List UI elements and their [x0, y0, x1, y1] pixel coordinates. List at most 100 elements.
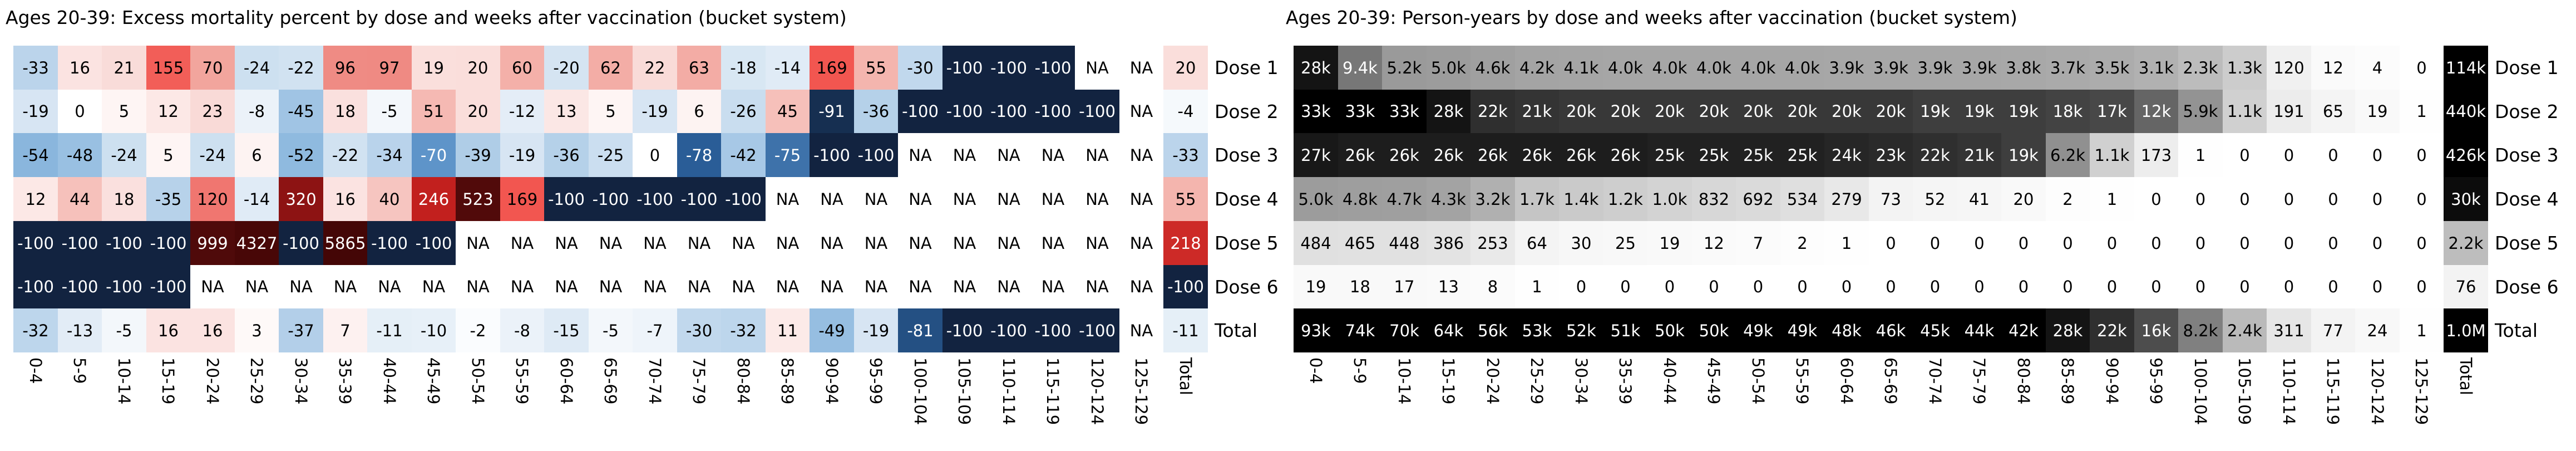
heatmap-cell: NA [810, 177, 854, 221]
heatmap-cell: NA [456, 265, 500, 308]
heatmap-cell: 49k [1780, 308, 1824, 352]
heatmap-cell: NA [721, 265, 766, 308]
heatmap-cell: 56k [1470, 308, 1515, 352]
x-axis-label: 120-124 [2368, 357, 2387, 425]
heatmap-cell: -14 [766, 46, 810, 90]
heatmap-cell: 0 [2223, 265, 2267, 308]
heatmap-cell: 4.0k [1736, 46, 1780, 90]
heatmap-cell: 21k [1957, 133, 2001, 177]
heatmap-cell: -39 [456, 133, 500, 177]
heatmap-cell: -100 [367, 221, 412, 265]
heatmap-cell: 93k [1294, 308, 1338, 352]
heatmap-cell: NA [500, 265, 544, 308]
heatmap-cell: 24k [1824, 133, 1869, 177]
heatmap-cell: 0 [2400, 133, 2444, 177]
heatmap-cell: -81 [898, 308, 942, 352]
heatmap-cell: 0 [2090, 265, 2134, 308]
heatmap-cell: 52k [1559, 308, 1603, 352]
heatmap-cell: -19 [500, 133, 544, 177]
heatmap-cell: 25k [1647, 133, 1692, 177]
heatmap-cell: -32 [721, 308, 766, 352]
heatmap-cell: 0 [2400, 46, 2444, 90]
heatmap-cell: -8 [500, 308, 544, 352]
heatmap-cell: 16 [323, 177, 367, 221]
heatmap-cell: -52 [279, 133, 323, 177]
heatmap-cell: -12 [500, 90, 544, 133]
heatmap-cell: 999 [190, 221, 235, 265]
x-axis-label: 75-79 [1970, 357, 1988, 405]
heatmap-cell: 8 [1470, 265, 1515, 308]
heatmap-cell: 0 [2223, 133, 2267, 177]
heatmap-cell: 6 [235, 133, 279, 177]
heatmap-cell: NA [942, 221, 986, 265]
heatmap-cell: 19 [2355, 90, 2400, 133]
heatmap-cell: NA [1119, 177, 1163, 221]
x-axis-label: 50-54 [1749, 357, 1768, 405]
heatmap-cell: NA [898, 265, 942, 308]
heatmap-cell: -100 [942, 90, 986, 133]
heatmap-cell: 50k [1647, 308, 1692, 352]
heatmap-cell: 25 [1603, 221, 1647, 265]
heatmap-cell: 0 [2400, 177, 2444, 221]
heatmap-cell: -34 [367, 133, 412, 177]
heatmap-cell: 64 [1515, 221, 1559, 265]
heatmap-cell: 484 [1294, 221, 1338, 265]
heatmap-cell: 0 [1913, 265, 1957, 308]
heatmap-cell: 53k [1515, 308, 1559, 352]
x-axis-label: 110-114 [999, 357, 1018, 425]
heatmap-cell: 33k [1338, 90, 1382, 133]
heatmap-cell: 4.0k [1692, 46, 1736, 90]
heatmap-cell: 45 [766, 90, 810, 133]
heatmap-cell: -15 [544, 308, 589, 352]
heatmap-cell: 26k [1603, 133, 1647, 177]
heatmap-cell: 18 [1338, 265, 1382, 308]
heatmap-cell: 3.5k [2090, 46, 2134, 90]
heatmap-cell: NA [986, 265, 1031, 308]
heatmap-cell: NA [544, 221, 589, 265]
heatmap-cell: -78 [677, 133, 721, 177]
heatmap-cell: 20k [1692, 90, 1736, 133]
heatmap-cell: 0 [1736, 265, 1780, 308]
heatmap-cell: -42 [721, 133, 766, 177]
x-axis-label: 90-94 [822, 357, 841, 405]
heatmap-cell: NA [1031, 265, 1075, 308]
heatmap-cell: -100 [942, 46, 986, 90]
heatmap-cell: 0 [1869, 265, 1913, 308]
heatmap-cell: NA [1119, 133, 1163, 177]
heatmap-cell: 2.4k [2223, 308, 2267, 352]
heatmap-cell: 26k [1559, 133, 1603, 177]
heatmap-cell: 74k [1338, 308, 1382, 352]
heatmap-cell: NA [367, 265, 412, 308]
heatmap-cell: -54 [13, 133, 58, 177]
heatmap-cell: 386 [1427, 221, 1470, 265]
heatmap-cell: 1.1k [2090, 133, 2134, 177]
heatmap-cell: -30 [677, 308, 721, 352]
heatmap-cell: 2 [1780, 221, 1824, 265]
x-axis-label: 115-119 [1043, 357, 1062, 425]
heatmap-cell: 19k [2001, 90, 2046, 133]
heatmap-cell: NA [1119, 265, 1163, 308]
heatmap-cell: 3.9k [1913, 46, 1957, 90]
heatmap-cell: NA [1119, 90, 1163, 133]
heatmap-cell: -100 [1163, 265, 1208, 308]
heatmap-cell: 3.9k [1824, 46, 1869, 90]
heatmap-cell: 0 [2046, 265, 2090, 308]
x-axis-label: Total [1176, 357, 1195, 395]
heatmap-cell: 0 [2046, 221, 2090, 265]
heatmap-cell: -33 [1163, 133, 1208, 177]
heatmap-cell: 9.4k [1338, 46, 1382, 90]
heatmap-cell: 18 [102, 177, 146, 221]
heatmap-cell: 64k [1427, 308, 1470, 352]
heatmap-cell: 12k [2134, 90, 2178, 133]
heatmap-cell: 33k [1382, 90, 1427, 133]
heatmap-cell: 28k [1294, 46, 1338, 90]
heatmap-cell: 0 [1869, 221, 1913, 265]
heatmap-cell: 3.9k [1957, 46, 2001, 90]
x-axis-label: 10-14 [1395, 357, 1414, 405]
heatmap-cell: 5 [102, 90, 146, 133]
heatmap-cell: 4.3k [1427, 177, 1470, 221]
heatmap-cell: 0 [2355, 133, 2400, 177]
row-label: Total [2495, 320, 2538, 341]
heatmap-cell: 22 [633, 46, 677, 90]
heatmap-cell: 16 [146, 308, 190, 352]
